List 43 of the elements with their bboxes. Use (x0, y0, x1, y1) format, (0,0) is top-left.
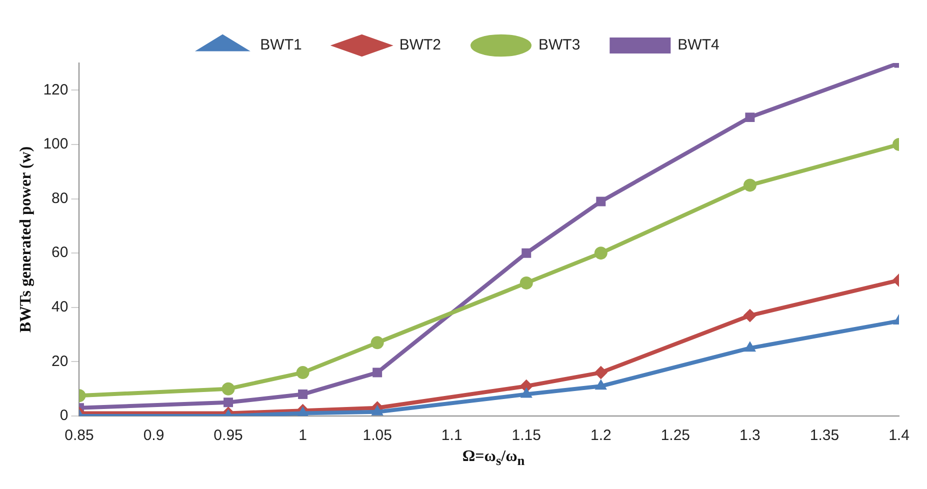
point (224, 398, 234, 408)
point (594, 366, 608, 380)
point (372, 405, 384, 416)
y-tick-label: 20 (52, 352, 68, 370)
x-tick-label: 1.35 (810, 427, 840, 444)
y-tick-label: 60 (52, 244, 68, 262)
point (743, 178, 756, 192)
point (743, 309, 756, 322)
x-axis-title: Ω=ω$_{s}$/ω$_{n}$ (461, 448, 526, 470)
y-tick-label: 100 (43, 136, 68, 153)
x-tick-label: 1 (298, 427, 307, 444)
point (595, 380, 607, 390)
y-tick-label: 80 (52, 190, 68, 207)
x-tick-label: 0.9 (143, 427, 164, 444)
y-axis-title: BWTs generated power (w) (18, 146, 35, 333)
x-tick-label: 1.4 (888, 427, 910, 444)
point (520, 276, 533, 290)
point (370, 336, 384, 350)
x-tick-label: 1.3 (740, 427, 760, 444)
x-tick-label: 1.2 (590, 427, 612, 444)
y-tick-label: 120 (43, 81, 68, 98)
point (520, 388, 532, 398)
x-tick-label: 1.05 (362, 427, 392, 444)
point (296, 366, 310, 380)
legend-label: BWT1 (260, 36, 302, 54)
x-tick-label: 1.1 (441, 427, 462, 444)
legend-label: BWT4 (678, 36, 720, 54)
point (372, 368, 382, 378)
x-tick-label: 1.15 (512, 427, 541, 444)
y-tick-label: 0 (60, 407, 68, 424)
x-tick-label: 0.95 (214, 427, 243, 444)
point (596, 196, 606, 206)
point (594, 246, 608, 260)
x-tick-label: 0.85 (64, 427, 94, 444)
point (745, 112, 755, 122)
legend-label: BWT2 (399, 36, 442, 54)
y-tick-label: 40 (52, 298, 68, 316)
point (522, 248, 532, 258)
point (744, 342, 756, 352)
x-tick-label: 1.25 (660, 427, 690, 444)
point (298, 390, 308, 400)
point (222, 382, 235, 396)
legend-label: BWT3 (538, 36, 580, 54)
